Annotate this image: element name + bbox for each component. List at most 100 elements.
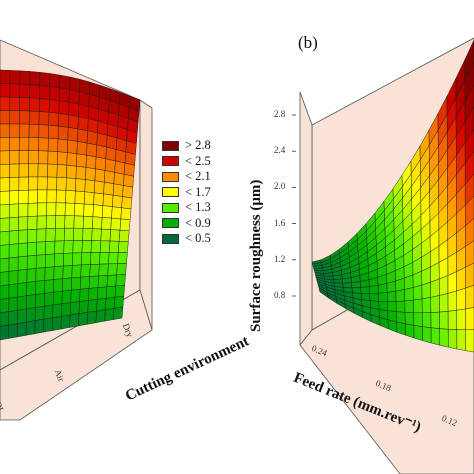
panel-b-z-tick-label: 2.8 — [274, 109, 286, 119]
panel-a-surface-cell — [61, 302, 71, 317]
legend-swatch — [162, 187, 179, 198]
panel-a-surface-cell — [19, 123, 30, 138]
panel-a-surface-cell — [58, 100, 70, 116]
panel-a-surface-cell — [9, 137, 20, 152]
panel-a-surface-cell — [0, 311, 10, 327]
panel-a-surface-cell — [39, 85, 50, 100]
panel-a-surface-cell — [73, 215, 84, 229]
panel-b-surface-cell — [464, 62, 474, 102]
panel-b-surface-cell — [333, 278, 344, 284]
panel-a-surface-cell — [45, 240, 56, 255]
panel-a-surface-cell — [115, 274, 126, 287]
panel-b-z-tick-label: 2.0 — [274, 181, 286, 192]
panel-a-surface-cell — [35, 267, 46, 282]
panel-a-surface-cell — [95, 309, 106, 323]
panel-a-surface-cell — [66, 164, 77, 179]
panel-a-surface-cell — [17, 321, 27, 338]
panel-a-surface-cell — [9, 83, 21, 98]
panel-a-surface-cell — [26, 307, 36, 323]
panel-b-surface-cell — [404, 287, 414, 302]
panel-a-surface-cell — [28, 123, 40, 138]
panel-a-surface-cell — [81, 252, 92, 266]
panel-a-surface-cell — [9, 123, 20, 138]
panel-a-surface-cell — [25, 320, 36, 336]
panel-a-surface-cell — [55, 215, 66, 229]
panel-a-surface-cell — [35, 280, 46, 295]
panel-a-surface-cell — [0, 69, 11, 85]
legend-entry: < 0.5 — [162, 231, 252, 247]
panel-a-surface-cell — [83, 191, 95, 205]
panel-a-surface-cell — [0, 96, 11, 111]
panel-a-surface-cell — [120, 207, 132, 221]
panel-b-surface-cell — [360, 286, 371, 294]
panel-a-surface-cell — [53, 253, 64, 267]
panel-a-surface-cell — [108, 252, 119, 265]
panel-a-surface-cell — [91, 228, 102, 242]
panel-b-surface-cell — [465, 262, 474, 289]
legend-swatch — [162, 218, 179, 229]
panel-a-surface-cell — [35, 293, 45, 308]
panel-a-surface-cell — [93, 180, 105, 195]
panel-b-z-tick-label: 1.2 — [274, 253, 286, 264]
panel-a-surface-cell — [85, 167, 96, 182]
panel-b-z-tick-label: 0.8 — [274, 290, 286, 300]
panel-a-surface-cell — [59, 74, 71, 90]
panel-a-surface-cell — [9, 176, 20, 192]
panel-a-surface-cell — [103, 181, 115, 196]
panel-a-surface-cell — [72, 252, 83, 266]
panel-a-surface-cell — [67, 114, 79, 130]
panel-a-surface-cell — [0, 284, 10, 300]
panel-a-surface-cell — [100, 228, 111, 242]
panel-a-surface-cell — [38, 111, 50, 126]
panel-a-surface-cell — [27, 241, 37, 257]
panel-a-surface-cell — [9, 190, 20, 205]
panel-a-surface-cell — [79, 276, 90, 290]
panel-a-surface-cell — [85, 154, 97, 170]
legend-entry: < 1.3 — [162, 200, 252, 216]
panel-a-surface-cell — [53, 265, 64, 280]
panel-a-surface-cell — [0, 83, 11, 98]
panel-a-surface-cell — [90, 240, 102, 253]
panel-a-surface-cell — [99, 252, 110, 265]
panel-b-surface-cell — [422, 312, 432, 329]
panel-a-surface-cell — [78, 300, 89, 314]
panel-a-surface-cell — [0, 163, 10, 179]
legend-swatch — [162, 140, 179, 151]
panel-b-surface-cell — [456, 308, 466, 331]
panel-a-surface-cell — [87, 299, 98, 313]
panel-a-surface-cell — [34, 306, 45, 321]
panel-a-surface-cell — [0, 271, 10, 287]
panel-b-surface-cell — [464, 173, 474, 206]
panel-a-surface-cell — [123, 174, 134, 188]
panel-a-surface-cell — [29, 71, 41, 86]
legend-swatch — [162, 202, 179, 213]
panel-a-surface-cell — [112, 183, 124, 197]
panel-a-surface-cell — [36, 215, 47, 230]
panel-a-surface-cell — [19, 97, 30, 112]
panel-a-surface-cell — [38, 137, 49, 152]
panel-a-surface-cell — [18, 163, 29, 178]
panel-a-surface-cell — [9, 150, 20, 165]
panel-b-surface-cell — [413, 325, 423, 341]
legend-entry: > 2.8 — [162, 138, 252, 154]
panel-b-surface-cell — [465, 284, 474, 310]
panel-b-surface-cell — [396, 311, 406, 325]
panel-a-surface-cell — [99, 240, 111, 253]
panel-a-surface-cell — [118, 229, 130, 242]
panel-b-surface-cell — [465, 329, 474, 353]
panel-a-surface-cell — [29, 97, 40, 112]
panel-a-surface-cell — [101, 217, 112, 230]
panel-a-surface-cell — [67, 139, 78, 155]
panel-b-surface-cell — [404, 312, 415, 326]
z-axis-title-b: Surface roughness (μm) — [248, 179, 264, 332]
panel-a-surface-cell — [95, 156, 107, 171]
panel-a-surface-cell — [44, 279, 55, 294]
legend-swatch — [162, 171, 179, 182]
panel-a-surface-cell — [28, 176, 39, 191]
panel-b-surface-cell — [447, 271, 457, 294]
legend-entry: < 1.7 — [162, 185, 252, 201]
panel-b-surface-cell — [430, 327, 441, 346]
panel-a-surface-cell — [8, 310, 18, 326]
panel-a-surface-cell — [0, 324, 10, 341]
